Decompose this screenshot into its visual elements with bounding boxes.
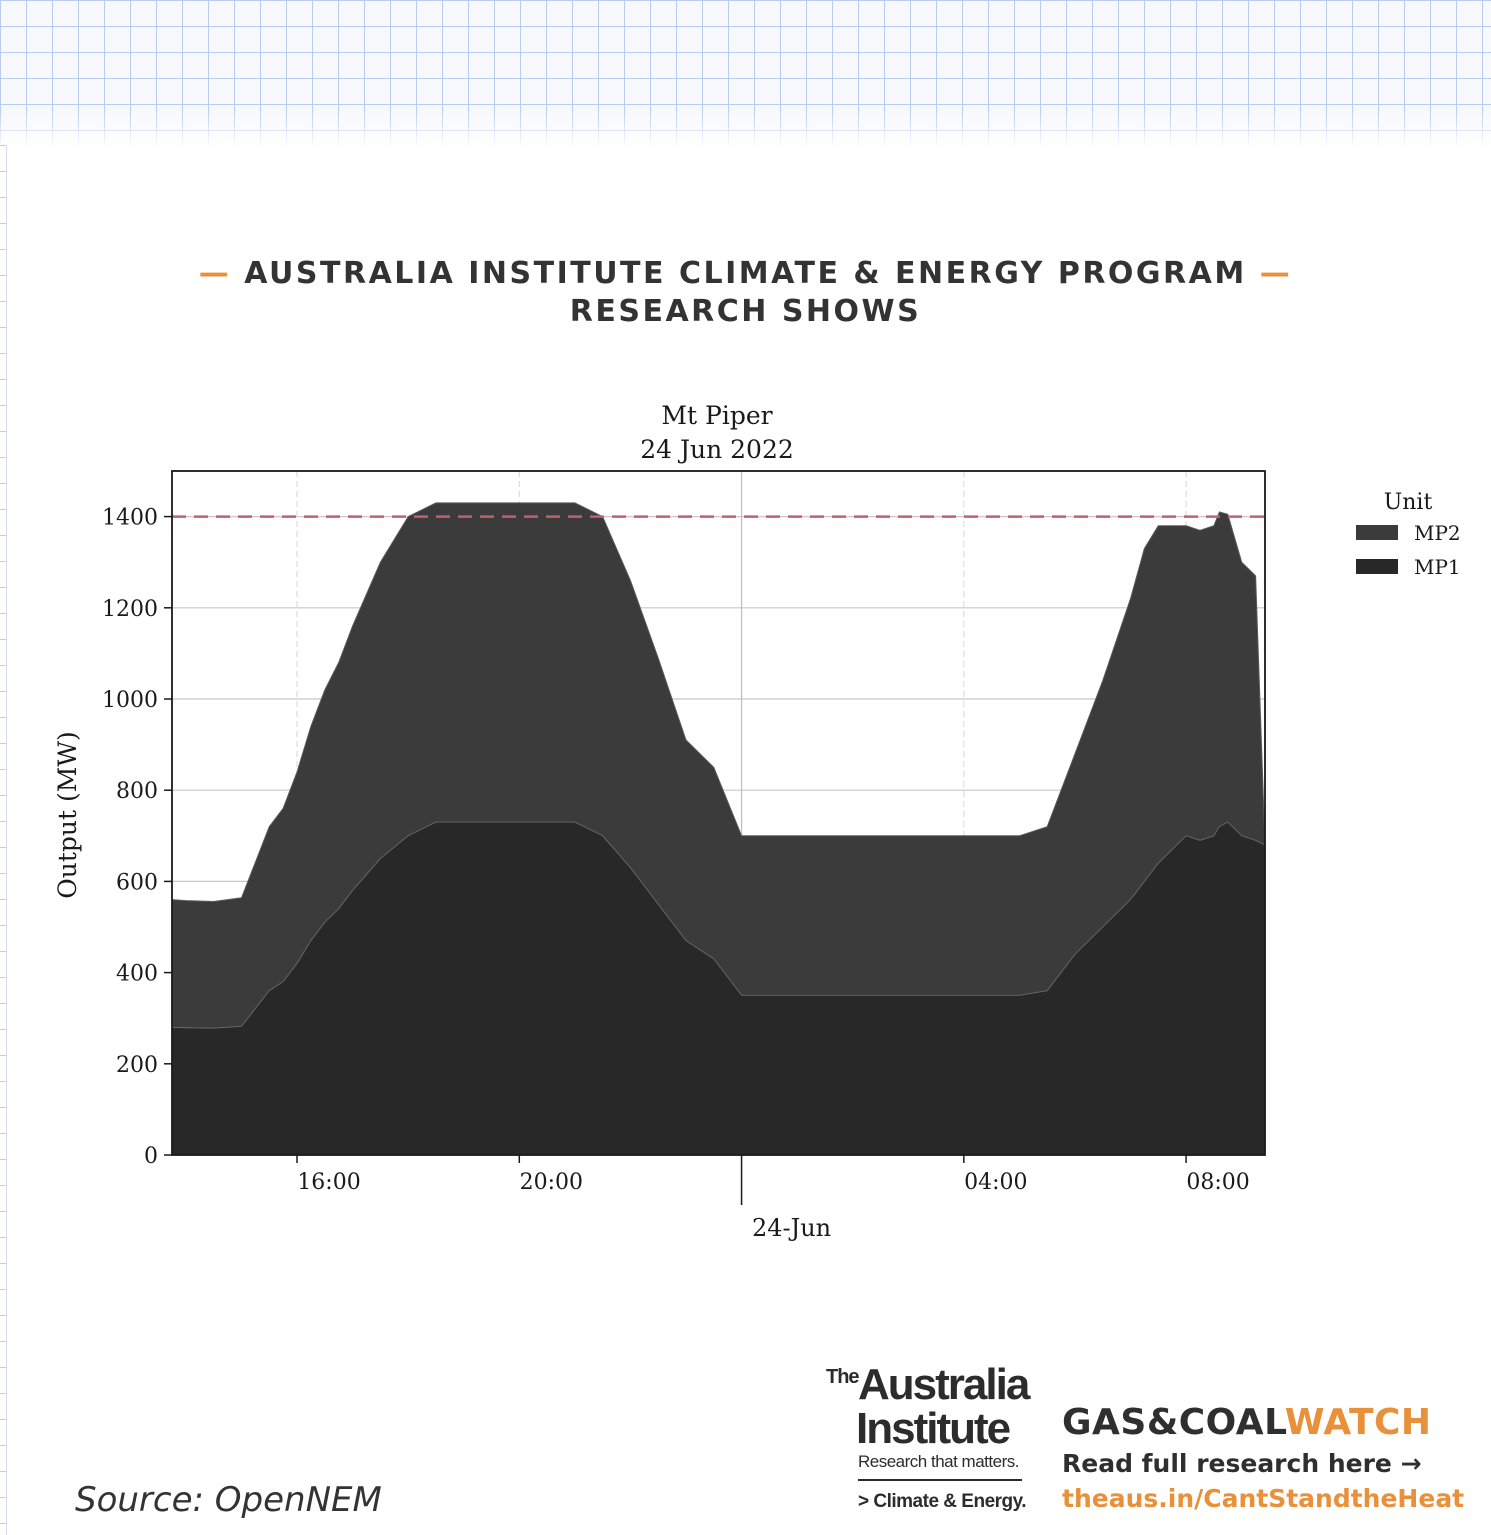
headline-text-1: AUSTRALIA INSTITUTE CLIMATE & ENERGY PRO… [244,256,1247,291]
research-link[interactable]: theaus.in/CantStandtheHeat [1062,1484,1465,1513]
x-tick-label-08:00: 08:00 [1186,1170,1249,1195]
gas-coal-watch-logo: GAS&COALWATCH [1062,1402,1464,1443]
grid-left-edge [0,145,7,1535]
legend-label-mp1: MP1 [1414,555,1461,579]
axis-ticks: 0 200 400 600 800 1000 1200 1400 16:00 20:00 04:00… [102,506,1250,1242]
gas-coal-watch-block: GAS&COALWATCH Read full research here → … [1062,1402,1464,1513]
chart-subtitle: 24 Jun 2022 [640,435,794,464]
area-series [171,502,1266,1156]
legend-swatch-mp1 [1356,559,1398,574]
gcw-brand-accent: WATCH [1284,1402,1432,1443]
x-date-tick-label: 24-Jun [752,1214,831,1242]
ai-logo-tagline: Research that matters. [858,1452,1019,1471]
y-tick-label-1000: 1000 [102,688,158,713]
legend-title: Unit [1384,490,1433,515]
ai-logo-the: The [826,1366,860,1388]
y-tick-label-800: 800 [116,779,158,804]
headline-dash-left: — [198,256,232,291]
source-note: Source: OpenNEM [75,1480,382,1520]
chart: Mt Piper 24 Jun 2022 0 200 400 600 800 1000 12… [53,401,1461,1242]
ai-logo-australia: Australia [858,1360,1030,1409]
grid-fade [0,110,1491,150]
gcw-brand-dark: GAS&COAL [1062,1402,1285,1443]
read-more-text: Read full research here → [1062,1449,1422,1478]
x-tick-label-04:00: 04:00 [964,1170,1027,1195]
y-tick-label-0: 0 [144,1144,158,1169]
y-tick-label-400: 400 [116,962,158,987]
legend-swatch-mp2 [1356,525,1398,540]
ai-logo-institute: Institute [856,1404,1011,1453]
ai-logo-program: > Climate & Energy. [858,1491,1027,1512]
legend: Unit MP2 MP1 [1356,490,1461,579]
legend-label-mp2: MP2 [1414,521,1461,545]
headline-line-1: — AUSTRALIA INSTITUTE CLIMATE & ENERGY P… [0,256,1491,291]
y-axis-label: Output (MW) [53,731,82,899]
x-tick-label-16:00: 16:00 [297,1170,360,1195]
headline-dash-right: — [1259,256,1293,291]
chart-title: Mt Piper [661,401,772,430]
headline-line-2: RESEARCH SHOWS [569,294,922,329]
plot-border [171,470,1266,1156]
y-tick-label-200: 200 [116,1053,158,1078]
ai-logo-rule [858,1479,1022,1481]
x-tick-label-20:00: 20:00 [520,1170,583,1195]
y-tick-label-1400: 1400 [102,506,158,531]
plot-frame [171,470,1266,1156]
y-tick-label-1200: 1200 [102,597,158,622]
y-tick-label-600: 600 [116,870,158,895]
